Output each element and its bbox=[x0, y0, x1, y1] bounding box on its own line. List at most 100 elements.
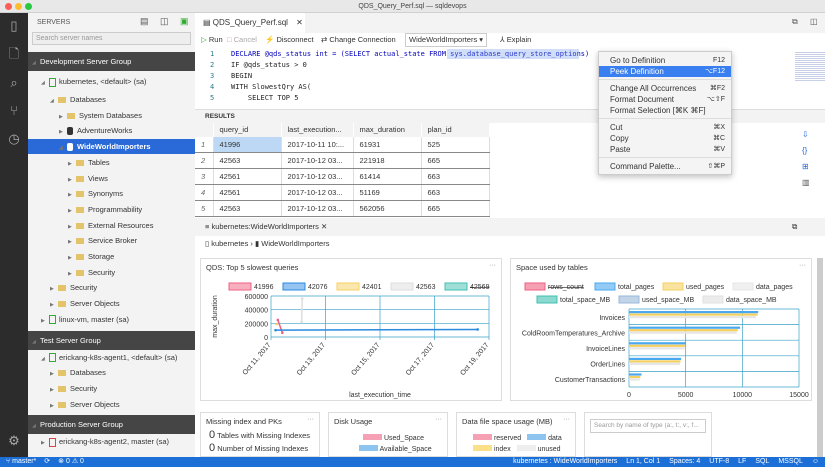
legend-label[interactable]: 41996 bbox=[254, 284, 274, 291]
more-icon[interactable]: ··· bbox=[799, 262, 806, 269]
tree-item[interactable]: ▶ Server Objects bbox=[28, 296, 195, 311]
problems-indicator[interactable]: ⊗ 0 ⚠ 0 bbox=[58, 458, 84, 465]
table-cell[interactable]: 2017-10-12 03... bbox=[281, 184, 354, 201]
server-search-input[interactable]: Search server names bbox=[32, 32, 191, 45]
search-icon[interactable]: ⌕ bbox=[10, 75, 18, 90]
bar[interactable] bbox=[629, 344, 686, 347]
legend-swatch[interactable] bbox=[536, 295, 558, 304]
table-cell[interactable]: 2017-10-12 03... bbox=[281, 152, 354, 169]
line-ending[interactable]: LF bbox=[738, 458, 747, 465]
table-cell[interactable]: 61931 bbox=[353, 137, 422, 153]
data-point[interactable] bbox=[276, 318, 280, 322]
tree-item[interactable]: ◢ erickang-k8s-agent1, <default> (sa) bbox=[28, 350, 195, 365]
connection-status[interactable]: kubernetes : WideWorldImporters bbox=[513, 458, 618, 465]
table-cell[interactable]: 42561 bbox=[213, 168, 282, 185]
bar[interactable] bbox=[629, 342, 686, 345]
table-row[interactable]: 5 42563 2017-10-12 03... 562056 665 bbox=[195, 200, 490, 217]
bar[interactable] bbox=[629, 311, 759, 314]
tree-item[interactable]: ▶ AdventureWorks bbox=[28, 123, 195, 138]
column-header[interactable]: last_execution... bbox=[281, 123, 354, 137]
dashboard-scrollbar[interactable] bbox=[817, 258, 823, 457]
row-number[interactable]: 5 bbox=[195, 200, 214, 217]
legend-label[interactable]: 42401 bbox=[362, 284, 382, 291]
table-cell[interactable]: 663 bbox=[421, 168, 490, 185]
cursor-position[interactable]: Ln 1, Col 1 bbox=[626, 458, 661, 465]
tree-item[interactable]: ◢ Databases bbox=[28, 92, 195, 107]
table-row[interactable]: 4 42561 2017-10-12 03... 51169 663 bbox=[195, 184, 490, 201]
column-header[interactable]: plan_id bbox=[421, 123, 490, 137]
table-row[interactable]: 1 41996 2017-10-11 10:... 61931 525 bbox=[195, 137, 490, 153]
dashboard-tab[interactable]: ≡ kubernetes:WideWorldImporters ✕ ⧉ bbox=[195, 218, 825, 236]
chevron-down-icon[interactable]: ◢ bbox=[59, 145, 63, 152]
tree-item[interactable]: ▶ Tables bbox=[28, 155, 195, 170]
more-icon[interactable]: ··· bbox=[307, 416, 314, 423]
history-icon[interactable]: ◷ bbox=[8, 131, 20, 146]
bar[interactable] bbox=[629, 316, 756, 319]
chart-icon[interactable]: ▥ bbox=[802, 178, 810, 187]
table-cell[interactable]: 61414 bbox=[353, 168, 422, 185]
encoding[interactable]: UTF-8 bbox=[709, 458, 730, 465]
tree-item[interactable]: ▶ erickang-k8s-agent2, master (sa) bbox=[28, 434, 195, 449]
bar[interactable] bbox=[629, 331, 737, 334]
tree-item[interactable]: ◢ kubernetes, <default> (sa) bbox=[28, 74, 195, 89]
chevron-right-icon[interactable]: ▶ bbox=[50, 302, 54, 309]
legend-swatch[interactable] bbox=[662, 282, 684, 291]
table-cell[interactable]: 51169 bbox=[353, 184, 422, 201]
table-row[interactable]: 3 42561 2017-10-12 03... 61414 663 bbox=[195, 168, 490, 185]
chevron-down-icon[interactable]: ◢ bbox=[32, 423, 36, 430]
menu-item[interactable]: Peek Definition ⌥F12 bbox=[599, 66, 731, 77]
bar[interactable] bbox=[629, 313, 758, 316]
bar[interactable] bbox=[629, 373, 642, 376]
servers-icon[interactable]: ▯ bbox=[10, 18, 18, 33]
data-point[interactable] bbox=[300, 297, 304, 300]
code-editor[interactable]: 1 DECLARE @qds_status int = (SELECT actua… bbox=[195, 47, 825, 107]
chevron-right-icon[interactable]: ▶ bbox=[68, 239, 72, 246]
data-point[interactable] bbox=[274, 328, 277, 332]
row-number[interactable]: 3 bbox=[195, 168, 214, 185]
legend-label[interactable]: data_pages bbox=[756, 284, 793, 291]
chevron-down-icon[interactable]: ◢ bbox=[32, 338, 36, 345]
close-window-button[interactable] bbox=[5, 3, 12, 10]
table-cell[interactable]: 41996 bbox=[213, 137, 282, 153]
legend-swatch[interactable] bbox=[732, 282, 754, 291]
legend-swatch[interactable] bbox=[282, 282, 306, 291]
tree-item[interactable]: ◢ WideWorldImporters bbox=[28, 139, 195, 155]
legend-label[interactable]: 42076 bbox=[308, 284, 328, 291]
menu-item[interactable]: Command Palette... ⇧⌘P bbox=[599, 161, 731, 172]
data-point[interactable] bbox=[476, 328, 479, 331]
chevron-down-icon[interactable]: ◢ bbox=[50, 98, 54, 104]
menu-item[interactable]: Change All Occurrences ⌘F2 bbox=[599, 83, 731, 94]
gear-icon[interactable]: ⚙ bbox=[8, 433, 20, 448]
legend-swatch[interactable] bbox=[228, 282, 252, 291]
legend-label[interactable]: 42563 bbox=[416, 284, 436, 291]
chevron-right-icon[interactable]: ▶ bbox=[50, 371, 54, 378]
table-cell[interactable]: 2017-10-12 03... bbox=[281, 168, 354, 185]
minimize-window-button[interactable] bbox=[15, 3, 22, 10]
provider[interactable]: MSSQL bbox=[778, 458, 803, 465]
source-control-icon[interactable]: ⑂ bbox=[10, 103, 18, 118]
legend-swatch[interactable] bbox=[336, 282, 360, 291]
chevron-right-icon[interactable]: ▶ bbox=[41, 317, 45, 324]
active-connections-icon[interactable]: ▣ bbox=[180, 16, 189, 26]
tree-item[interactable]: ▶ Databases bbox=[28, 365, 195, 380]
data-point[interactable] bbox=[275, 322, 278, 326]
legend-swatch[interactable] bbox=[702, 295, 724, 304]
bar[interactable] bbox=[629, 329, 738, 332]
chevron-right-icon[interactable]: ▶ bbox=[68, 160, 72, 167]
save-json-icon[interactable]: {} bbox=[802, 146, 808, 155]
column-header[interactable]: query_id bbox=[213, 123, 282, 137]
bar[interactable] bbox=[629, 378, 640, 381]
table-cell[interactable]: 2017-10-12 03... bbox=[281, 200, 354, 217]
table-cell[interactable]: 665 bbox=[421, 200, 490, 217]
legend-swatch[interactable] bbox=[444, 282, 468, 291]
minimap[interactable] bbox=[795, 51, 825, 81]
chevron-right-icon[interactable]: ▶ bbox=[59, 113, 63, 120]
language-mode[interactable]: SQL bbox=[755, 458, 770, 465]
tree-item[interactable]: ▶ Security bbox=[28, 280, 195, 295]
row-number[interactable]: 1 bbox=[195, 137, 214, 153]
legend-label[interactable]: 42569 bbox=[470, 284, 490, 291]
database-select[interactable]: WideWorldImporters ▾ bbox=[405, 33, 488, 47]
menu-item[interactable]: Format Document ⌥⇧F bbox=[599, 94, 731, 105]
chevron-right-icon[interactable]: ▶ bbox=[50, 286, 54, 293]
tree-item[interactable]: ▶ Security bbox=[28, 381, 195, 396]
